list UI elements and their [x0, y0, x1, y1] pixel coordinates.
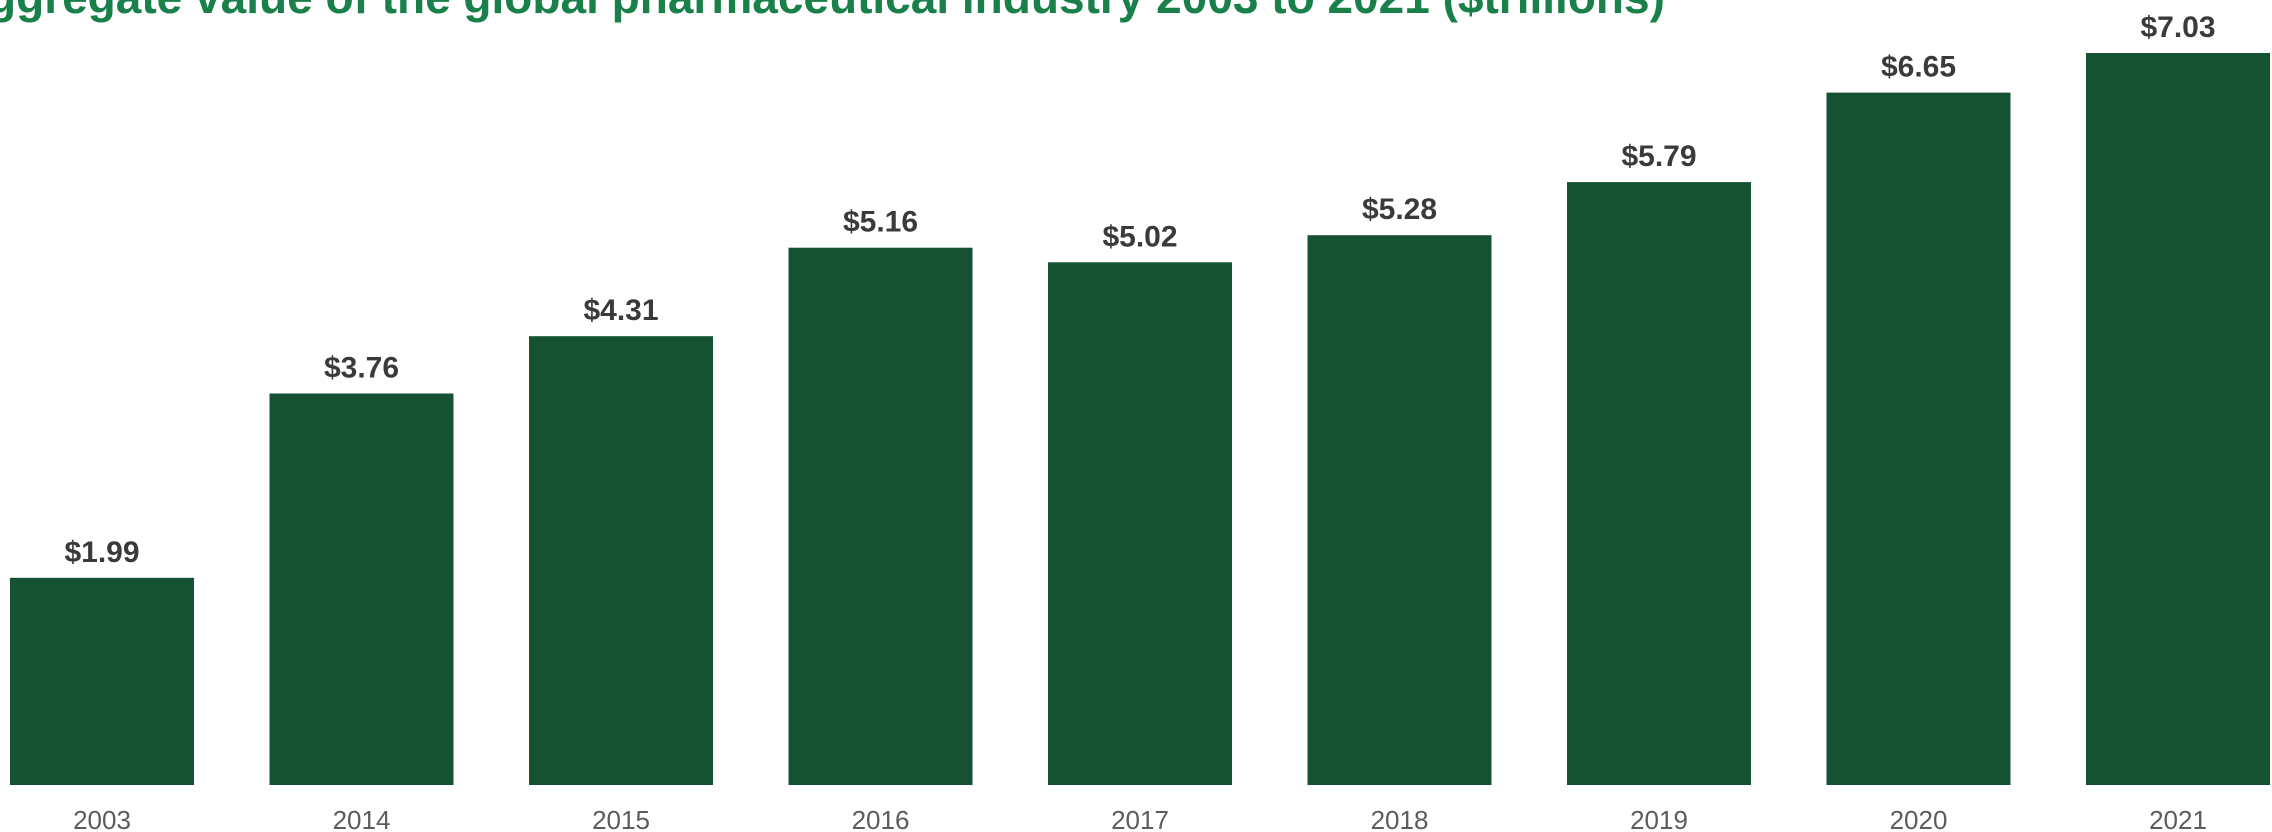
x-tick-label-2021: 2021 [2149, 805, 2207, 832]
x-tick-label-2019: 2019 [1630, 805, 1688, 832]
chart-title: ggregate value of the global pharmaceuti… [0, 0, 1665, 25]
x-tick-label-2014: 2014 [333, 805, 391, 832]
bar-2017 [1048, 262, 1232, 785]
bar-2016 [788, 247, 973, 785]
value-labels-group: $1.99 $3.76 $4.31 $5.16 $5.02 $5.28 $5.79 $6.65… [64, 11, 2215, 569]
x-tick-label-2020: 2020 [1890, 805, 1948, 832]
x-axis-tick-labels: 2003 2014 2015 2016 2017 2018 2019 2020 2021 [73, 805, 2207, 832]
bars-group [10, 53, 2270, 786]
bar-2015 [529, 336, 713, 785]
value-label-2018: $5.28 [1362, 193, 1437, 226]
value-label-2015: $4.31 [583, 294, 658, 327]
bar-2014 [269, 393, 454, 785]
value-label-2016: $5.16 [843, 206, 918, 239]
value-label-2020: $6.65 [1881, 51, 1956, 84]
bar-2019 [1567, 182, 1751, 786]
bar-2003 [10, 577, 194, 785]
bar-2020 [1826, 92, 2011, 786]
x-tick-label-2017: 2017 [1111, 805, 1169, 832]
value-label-2019: $5.79 [1621, 140, 1696, 173]
x-tick-label-2016: 2016 [852, 805, 910, 832]
bar-2021 [2086, 53, 2270, 785]
value-label-2021: $7.03 [2140, 11, 2215, 44]
x-tick-label-2003: 2003 [73, 805, 131, 832]
value-label-2014: $3.76 [324, 352, 399, 385]
value-label-2003: $1.99 [64, 536, 139, 569]
bar-2018 [1307, 235, 1492, 785]
x-tick-label-2015: 2015 [592, 805, 650, 832]
value-label-2017: $5.02 [1102, 220, 1177, 253]
x-tick-label-2018: 2018 [1371, 805, 1429, 832]
